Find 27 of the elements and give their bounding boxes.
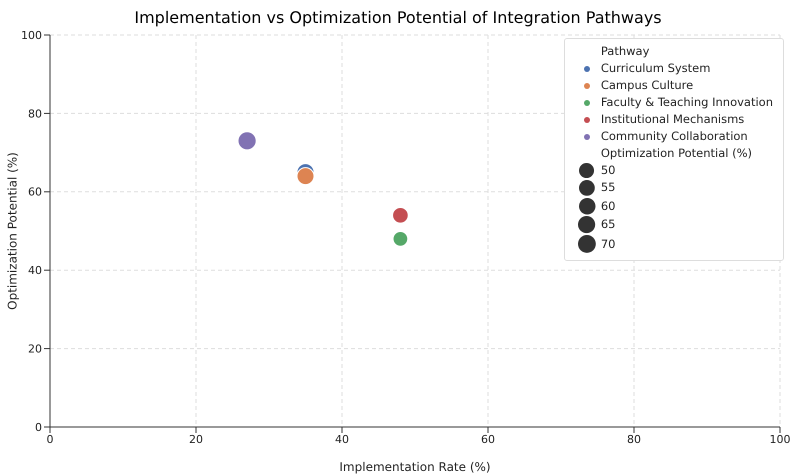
legend-label: Community Collaboration <box>600 128 748 145</box>
chart-title: Implementation vs Optimization Potential of Integration Pathways <box>133 8 663 27</box>
x-tick-label: 20 <box>189 432 203 446</box>
text: Optimization Potential (%) <box>5 152 20 310</box>
y-tick-label: 40 <box>28 264 42 278</box>
legend-label: 55 <box>600 179 616 196</box>
legend-label: 50 <box>600 162 616 180</box>
x-tick-label: 60 <box>481 432 495 446</box>
legend-label: Campus Culture <box>600 77 694 94</box>
y-tick-label: 80 <box>28 107 42 120</box>
legend-label: Institutional Mechanisms <box>600 111 744 128</box>
y-tick-label: 20 <box>28 342 42 356</box>
y-tick-label: 100 <box>21 28 42 42</box>
x-axis-title: Implementation Rate (%) <box>339 460 491 474</box>
x-tick-label: 0 <box>46 432 54 446</box>
x-tick-label: 80 <box>627 432 641 446</box>
legend-label: 70 <box>600 236 616 253</box>
y-axis-title: Optimization Potential (%) <box>600 145 754 162</box>
legend-label: Faculty & Teaching Innovation <box>600 94 773 111</box>
legend-label: 60 <box>600 198 616 215</box>
legend-label: 65 <box>600 216 616 234</box>
y-tick-label: 60 <box>28 186 42 199</box>
y-tick-label: 0 <box>35 420 42 434</box>
x-tick-label: 40 <box>335 432 349 446</box>
x-tick-label: 100 <box>770 432 790 446</box>
legend-label: Curriculum System <box>600 60 710 77</box>
legend-title: Pathway <box>600 43 650 60</box>
